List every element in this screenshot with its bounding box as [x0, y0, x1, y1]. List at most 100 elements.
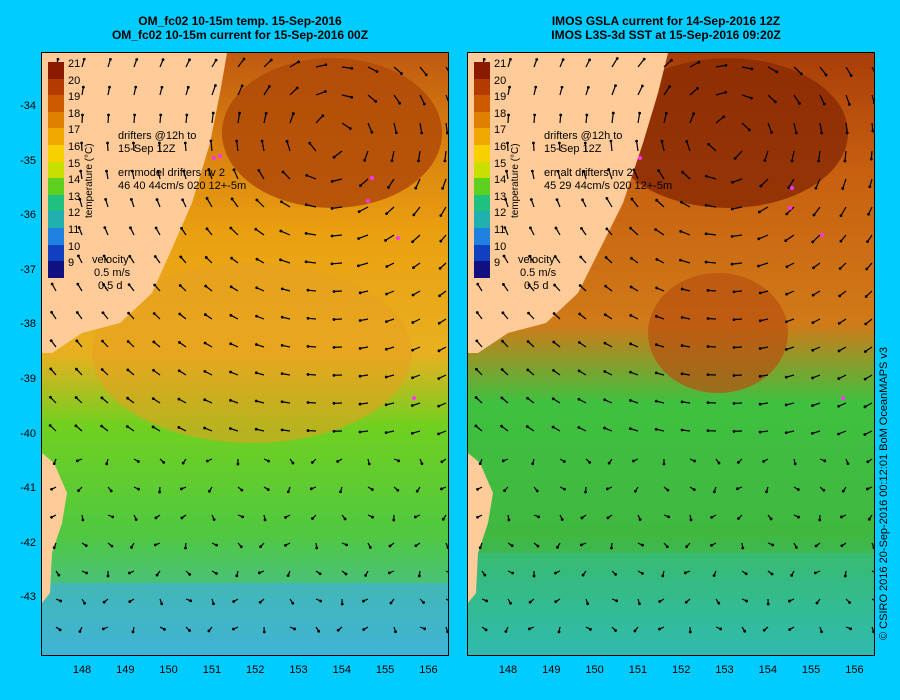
velocity-arrow-head — [284, 515, 287, 519]
velocity-arrow-head — [417, 574, 421, 578]
velocity-arrow-head — [279, 229, 283, 233]
velocity-arrow-head — [105, 169, 108, 173]
velocity-arrow-head — [681, 170, 685, 174]
velocity-arrow-head — [657, 169, 661, 172]
velocity-arrow-head — [788, 599, 791, 603]
latitude-label: -35 — [20, 154, 36, 167]
velocity-arrow-head — [533, 113, 537, 117]
velocity-arrow-head — [235, 574, 239, 578]
velocity-arrow — [231, 198, 239, 208]
velocity-arrow-head — [412, 266, 415, 270]
velocity-arrow-head — [50, 282, 54, 286]
velocity-arrow-head — [262, 630, 266, 634]
velocity-arrow-head — [785, 212, 789, 216]
velocity-arrow-head — [706, 401, 710, 405]
velocity-arrow — [663, 113, 667, 124]
velocity-arrow-head — [710, 543, 713, 547]
velocity-arrow-head — [863, 377, 867, 381]
velocity-arrow — [708, 143, 717, 152]
velocity-arrow — [706, 233, 717, 236]
velocity-arrow-head — [281, 170, 285, 174]
longitude-label: 148 — [498, 664, 518, 676]
longitude-label: 154 — [332, 664, 351, 676]
velocity-arrow-head — [765, 490, 768, 494]
velocity-arrow-head — [784, 431, 788, 435]
velocity-arrow-head — [330, 207, 334, 210]
velocity-arrow-head — [582, 169, 586, 173]
velocity-arrow-head — [688, 630, 692, 634]
velocity-arrow-head — [680, 428, 684, 432]
latitude-label: -41 — [20, 482, 36, 495]
velocity-arrow-head — [205, 196, 209, 200]
velocity-arrow — [367, 94, 377, 102]
velocity-arrow-head — [240, 488, 244, 492]
velocity-arrow-head — [660, 139, 664, 143]
velocity-arrow-head — [500, 424, 504, 428]
colorbar-tick-label: 18 — [494, 107, 507, 120]
velocity-arrow-head — [371, 515, 374, 519]
velocity-arrow-head — [297, 60, 301, 64]
velocity-arrow-head — [106, 574, 110, 578]
colorbar-swatch — [474, 161, 490, 179]
velocity-arrow-head — [605, 197, 609, 200]
velocity-arrow-head — [49, 339, 53, 343]
velocity-arrow — [237, 58, 245, 68]
velocity-arrow-head — [654, 399, 658, 403]
velocity-arrow — [658, 170, 665, 180]
velocity-arrow-head — [822, 102, 826, 106]
velocity-arrow-head — [526, 368, 530, 372]
velocity-arrow-head — [722, 115, 726, 119]
velocity-arrow-head — [180, 226, 183, 230]
velocity-arrow-head — [76, 282, 80, 286]
velocity-arrow-head — [417, 159, 420, 163]
velocity-arrow-head — [536, 544, 540, 548]
velocity-arrow-head — [446, 546, 448, 549]
velocity-arrow-head — [209, 139, 213, 143]
colorbar-tick-label: 20 — [494, 74, 507, 87]
velocity-arrow-head — [266, 488, 270, 492]
velocity-arrow-head — [438, 266, 442, 270]
velocity-arrow-head — [332, 429, 336, 433]
velocity-arrow-head — [560, 518, 564, 521]
velocity-arrow-head — [232, 168, 236, 172]
velocity-arrow-head — [863, 405, 867, 409]
longitude-label: 149 — [542, 664, 561, 676]
velocity-arrow-head — [348, 127, 352, 130]
velocity-arrow — [442, 178, 447, 189]
velocity-arrow — [332, 178, 343, 182]
velocity-arrow-head — [839, 515, 843, 519]
velocity-arrow-head — [824, 73, 828, 77]
velocity-arrow — [360, 178, 369, 187]
velocity-arrow-head — [81, 518, 85, 522]
velocity-arrow-head — [577, 426, 581, 429]
velocity-arrow-head — [762, 460, 766, 463]
longitude-label: 152 — [246, 664, 265, 676]
velocity-arrow-head — [258, 600, 262, 604]
velocity-arrow-head — [214, 58, 218, 62]
colorbar-tick-label: 15 — [68, 157, 81, 170]
velocity-arrow-head — [280, 315, 284, 319]
velocity-arrow-head — [655, 198, 659, 202]
velocity-arrow — [732, 206, 743, 210]
velocity-arrow-head — [363, 159, 367, 162]
velocity-arrow-head — [345, 543, 349, 547]
velocity-arrow-head — [583, 141, 587, 145]
velocity-arrow-head — [229, 398, 232, 402]
velocity-arrow — [689, 61, 700, 68]
velocity-arrow-head — [420, 462, 424, 466]
velocity-arrow-head — [680, 400, 684, 404]
velocity-arrow-head — [126, 396, 129, 400]
velocity-arrow-head — [284, 543, 287, 547]
velocity-arrow-head — [475, 367, 478, 371]
velocity-arrow-head — [410, 431, 414, 435]
velocity-arrow — [610, 140, 613, 152]
velocity-arrow — [256, 199, 265, 208]
velocity-arrow — [391, 150, 395, 161]
velocity-arrow-head — [864, 295, 868, 298]
velocity-arrow-head — [153, 543, 157, 547]
velocity-arrow-head — [556, 545, 559, 549]
colorbar-title: temperature (°C) — [84, 143, 95, 218]
velocity-arrow-head — [336, 628, 340, 632]
velocity-arrow-head — [712, 574, 716, 578]
velocity-arrow-head — [375, 70, 379, 73]
